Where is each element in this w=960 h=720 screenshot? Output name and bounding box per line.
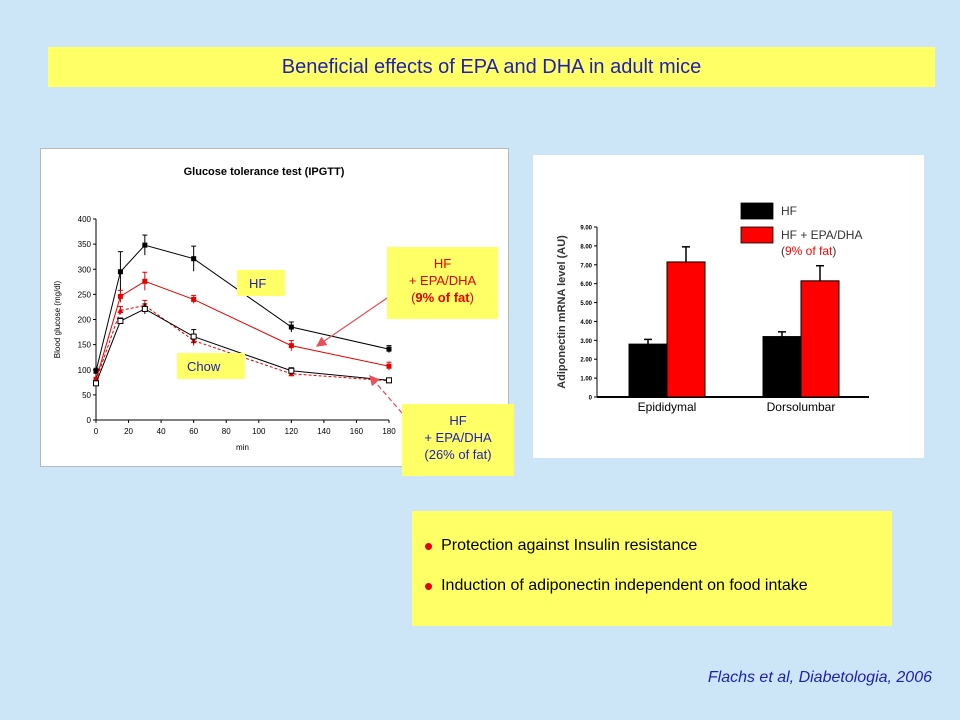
y-tick-label: 350 (78, 240, 92, 249)
citation: Flachs et al, Diabetologia, 2006 (707, 669, 932, 686)
x-tick-label: 0 (94, 427, 99, 436)
legend-label: HF (781, 204, 797, 218)
data-point (288, 343, 294, 349)
callout-hf-epadha-9pct: HF + EPA/DHA (9% of fat) (387, 247, 498, 319)
gtt-chart: Glucose tolerance test (IPGTT) 0 50 100 150 2… (53, 166, 396, 452)
callout-9-line3: (9% of fat) (387, 289, 498, 306)
data-point (141, 305, 148, 312)
callout-9-paren-open: ( (411, 290, 416, 305)
bullet-text: Protection against Insulin resistance (441, 537, 698, 554)
category-label: Epididymal (638, 400, 697, 414)
data-point (288, 367, 295, 374)
y-tick-label: 0 (589, 396, 593, 402)
data-point (386, 346, 392, 352)
callout-26-line2: + EPA/DHA (424, 430, 492, 445)
callout-chow-text: Chow (187, 358, 221, 374)
slide-title: Beneficial effects of EPA and DHA in adu… (48, 47, 935, 87)
y-tick-label: 9.00 (580, 226, 592, 232)
y-tick-label: 4.00 (580, 320, 592, 326)
data-point (117, 269, 123, 275)
bullet-item: • Induction of adiponectin independent o… (424, 571, 808, 601)
bar (666, 261, 706, 398)
callout-9-bold: 9% of fat (415, 290, 470, 305)
data-point (142, 242, 148, 248)
callout-9-paren-close: ) (469, 290, 474, 305)
chart-title: Glucose tolerance test (IPGTT) (184, 166, 345, 178)
adiponectin-chart-panel: 0 1.00 2.00 3.00 4.00 5.00 6.00 7.00 8.00 9.00 Adi… (533, 155, 924, 458)
bullet-icon: • (424, 571, 434, 601)
data-point (191, 296, 197, 302)
y-tick-label: 200 (78, 316, 92, 325)
callout-26-line1: HF (449, 413, 467, 428)
findings-box: • Protection against Insulin resistance … (412, 511, 892, 626)
bar (628, 343, 668, 398)
legend-swatch (740, 202, 774, 220)
data-point (117, 307, 124, 313)
y-tick-label: 150 (78, 341, 92, 350)
x-tick-label: 40 (157, 427, 166, 436)
data-point (117, 318, 124, 325)
bar (800, 280, 840, 398)
y-axis-label: Adiponectin mRNA level (AU) (556, 235, 568, 389)
callout-hf-epadha-26pct: HF + EPA/DHA (26% of fat) (402, 404, 514, 476)
y-tick-label: 400 (78, 215, 92, 224)
bullet-icon: • (424, 531, 434, 561)
series-line (95, 308, 390, 384)
series-line (95, 244, 390, 372)
data-point (93, 380, 99, 387)
callout-chow: Chow (177, 353, 245, 379)
y-tick-label: 3.00 (580, 339, 592, 345)
legend-sublabel: (9% of fat) (781, 244, 836, 258)
y-tick-label: 6.00 (580, 282, 592, 288)
data-point (117, 293, 123, 299)
y-tick-label: 250 (78, 290, 92, 299)
x-tick-label: 160 (350, 427, 364, 436)
x-tick-label: 120 (285, 427, 299, 436)
y-tick-label: 300 (78, 265, 92, 274)
y-tick-label: 1.00 (580, 377, 592, 383)
data-point (386, 363, 392, 369)
data-point (93, 368, 99, 374)
callout-hf: HF (237, 270, 285, 296)
data-point (191, 256, 197, 262)
bullet-item: • Protection against Insulin resistance (424, 531, 698, 561)
series-line (95, 304, 390, 382)
x-tick-label: 140 (317, 427, 331, 436)
x-tick-label: 100 (252, 427, 266, 436)
legend-swatch (740, 226, 774, 244)
callout-26-line3: (26% of fat) (424, 447, 492, 462)
x-tick-label: 60 (189, 427, 198, 436)
adiponectin-chart: 0 1.00 2.00 3.00 4.00 5.00 6.00 7.00 8.00 9.00 Adi… (556, 202, 869, 414)
x-axis-label: min (236, 443, 249, 452)
bar (762, 336, 802, 398)
callout-9-line2: + EPA/DHA (408, 273, 477, 288)
y-tick-label: 7.00 (580, 263, 592, 269)
bullet-text: Induction of adiponectin independent on … (441, 577, 808, 594)
y-tick-label: 100 (78, 366, 92, 375)
data-point (288, 324, 294, 330)
x-tick-label: 80 (222, 427, 231, 436)
data-point (386, 377, 392, 384)
x-tick-label: 20 (124, 427, 133, 436)
x-tick-label: 180 (382, 427, 396, 436)
y-tick-label: 5.00 (580, 301, 592, 307)
callout-9-line1: HF (433, 256, 452, 271)
y-tick-label: 2.00 (580, 358, 592, 364)
series-line (95, 280, 390, 380)
y-tick-label: 50 (82, 391, 91, 400)
data-point (190, 333, 197, 340)
y-axis-label: Blood glucose (mg/dl) (53, 280, 62, 358)
callout-hf-text: HF (249, 275, 267, 291)
y-tick-label: 8.00 (580, 244, 592, 250)
data-point (142, 278, 148, 284)
legend-label: HF + EPA/DHA (781, 228, 862, 242)
category-label: Dorsolumbar (767, 400, 836, 414)
y-tick-label: 0 (87, 416, 92, 425)
